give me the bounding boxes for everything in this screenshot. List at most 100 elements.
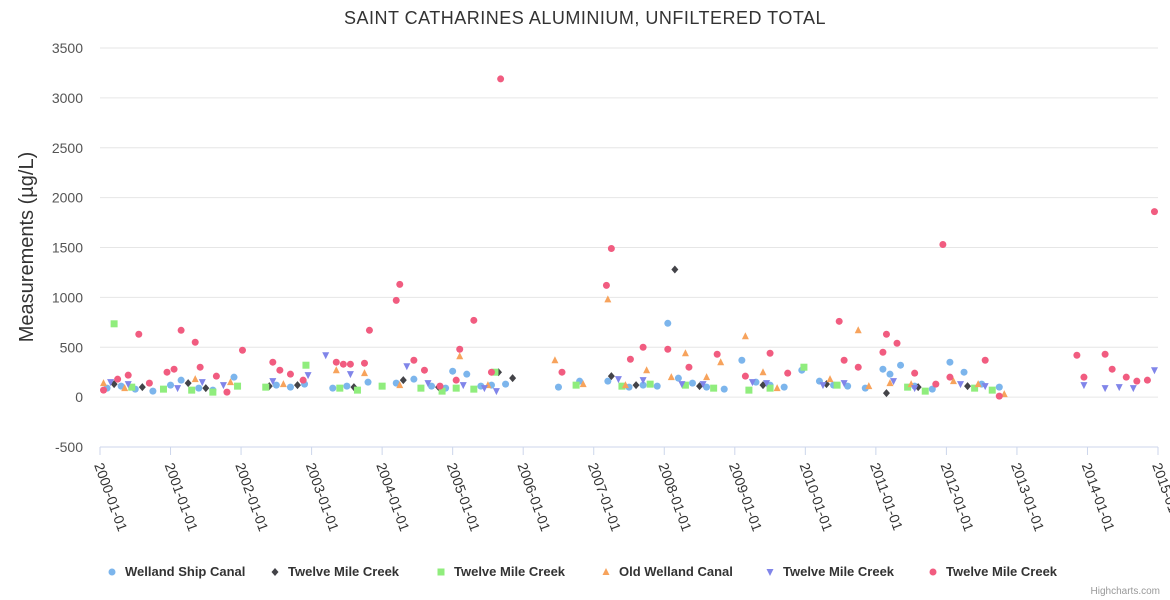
data-point[interactable] <box>202 384 210 393</box>
data-point[interactable] <box>138 383 146 392</box>
data-point[interactable] <box>741 332 749 340</box>
data-point[interactable] <box>110 320 118 328</box>
data-point[interactable] <box>403 363 411 371</box>
data-point[interactable] <box>844 382 852 390</box>
data-point[interactable] <box>904 383 912 391</box>
legend-symbol-square[interactable] <box>437 568 445 576</box>
data-point[interactable] <box>410 375 418 383</box>
legend-symbol-triangle-down[interactable] <box>766 569 774 576</box>
data-point[interactable] <box>364 378 372 386</box>
data-point[interactable] <box>939 241 947 249</box>
data-point[interactable] <box>780 383 788 391</box>
data-point[interactable] <box>339 360 347 368</box>
data-point[interactable] <box>621 381 629 389</box>
data-point[interactable] <box>626 355 634 363</box>
data-point[interactable] <box>713 350 721 358</box>
data-point[interactable] <box>928 385 936 393</box>
data-point[interactable] <box>1129 385 1137 393</box>
data-point[interactable] <box>664 345 672 353</box>
data-point[interactable] <box>121 384 129 392</box>
data-point[interactable] <box>1073 351 1081 359</box>
data-point[interactable] <box>639 381 647 389</box>
legend-item[interactable]: Old Welland Canal <box>602 564 733 579</box>
data-point[interactable] <box>558 368 566 376</box>
data-point[interactable] <box>302 361 310 369</box>
data-point[interactable] <box>886 370 894 378</box>
data-point[interactable] <box>865 382 873 390</box>
data-point[interactable] <box>361 359 368 367</box>
data-point[interactable] <box>177 376 185 384</box>
data-point[interactable] <box>272 381 280 389</box>
data-point[interactable] <box>1115 384 1123 392</box>
data-point[interactable] <box>234 382 242 390</box>
data-point[interactable] <box>551 356 559 364</box>
data-point[interactable] <box>293 381 301 390</box>
data-point[interactable] <box>653 382 661 390</box>
data-point[interactable] <box>163 368 171 376</box>
data-point[interactable] <box>100 379 108 387</box>
legend-symbol-circle[interactable] <box>108 568 116 576</box>
data-point[interactable] <box>276 366 284 374</box>
data-point[interactable] <box>995 392 1003 400</box>
data-point[interactable] <box>763 380 771 388</box>
data-point[interactable] <box>100 386 108 394</box>
data-point[interactable] <box>463 370 471 378</box>
data-point[interactable] <box>664 319 672 327</box>
data-point[interactable] <box>198 379 206 387</box>
data-point[interactable] <box>614 376 622 384</box>
data-point[interactable] <box>717 358 725 366</box>
legend-symbol-circle[interactable] <box>929 568 937 576</box>
data-point[interactable] <box>995 383 1003 391</box>
data-point[interactable] <box>378 382 386 390</box>
data-point[interactable] <box>800 363 808 371</box>
data-point[interactable] <box>167 381 175 389</box>
data-point[interactable] <box>346 360 354 368</box>
data-point[interactable] <box>329 384 337 392</box>
data-point[interactable] <box>170 365 178 373</box>
data-point[interactable] <box>890 378 897 386</box>
data-point[interactable] <box>417 384 425 392</box>
data-point[interactable] <box>1080 373 1088 381</box>
data-point[interactable] <box>678 381 686 389</box>
data-point[interactable] <box>1143 376 1151 384</box>
data-point[interactable] <box>886 379 894 387</box>
data-point[interactable] <box>840 380 848 388</box>
data-point[interactable] <box>639 377 647 385</box>
data-point[interactable] <box>420 366 428 374</box>
data-point[interactable] <box>607 372 615 381</box>
data-point[interactable] <box>819 382 827 390</box>
data-point[interactable] <box>766 384 774 392</box>
data-point[interactable] <box>1101 350 1109 358</box>
data-point[interactable] <box>604 377 612 385</box>
data-point[interactable] <box>343 382 351 390</box>
data-point[interactable] <box>748 379 756 387</box>
data-point[interactable] <box>491 368 499 376</box>
data-point[interactable] <box>459 382 467 390</box>
data-point[interactable] <box>299 376 307 384</box>
data-point[interactable] <box>230 373 238 381</box>
data-point[interactable] <box>456 345 464 353</box>
data-point[interactable] <box>470 316 478 324</box>
data-point[interactable] <box>456 352 464 360</box>
data-point[interactable] <box>436 382 444 390</box>
data-point[interactable] <box>826 375 834 383</box>
data-point[interactable] <box>921 387 929 395</box>
data-point[interactable] <box>981 356 989 364</box>
data-point[interactable] <box>1108 365 1116 373</box>
data-point[interactable] <box>703 373 711 381</box>
data-point[interactable] <box>149 387 157 395</box>
data-point[interactable] <box>279 380 287 388</box>
legend-item[interactable]: Twelve Mile Creek <box>437 564 566 579</box>
data-point[interactable] <box>960 368 968 376</box>
data-point[interactable] <box>1133 377 1141 385</box>
data-point[interactable] <box>643 366 651 374</box>
data-point[interactable] <box>572 381 580 389</box>
data-point[interactable] <box>882 389 890 398</box>
data-point[interactable] <box>219 382 227 390</box>
legend-item[interactable]: Twelve Mile Creek <box>271 564 400 579</box>
data-point[interactable] <box>124 371 132 379</box>
data-point[interactable] <box>124 381 132 389</box>
data-point[interactable] <box>262 383 270 391</box>
data-point[interactable] <box>854 326 862 334</box>
data-point[interactable] <box>710 384 718 392</box>
